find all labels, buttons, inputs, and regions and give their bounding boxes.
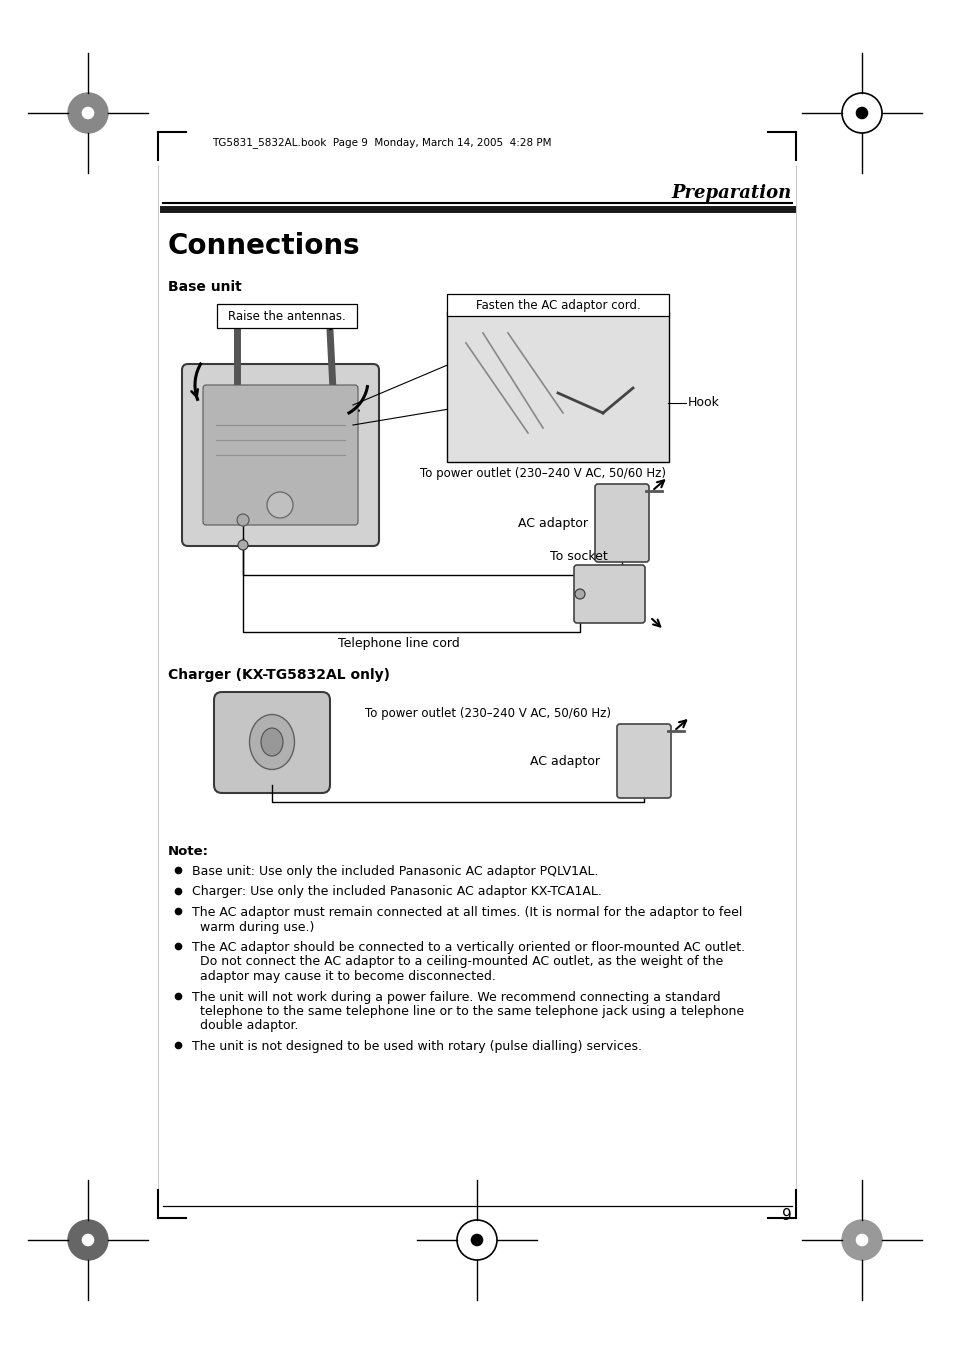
Text: adaptor may cause it to become disconnected.: adaptor may cause it to become disconnec… <box>200 970 496 984</box>
Ellipse shape <box>261 728 283 757</box>
Text: 9: 9 <box>781 1208 791 1223</box>
FancyBboxPatch shape <box>447 312 668 462</box>
Text: warm during use.): warm during use.) <box>200 920 314 934</box>
Circle shape <box>471 1235 482 1246</box>
Text: Telephone line cord: Telephone line cord <box>337 638 459 650</box>
Circle shape <box>237 540 248 550</box>
Circle shape <box>841 93 882 132</box>
Text: Fasten the AC adaptor cord.: Fasten the AC adaptor cord. <box>476 299 639 312</box>
Circle shape <box>267 492 293 517</box>
Text: To power outlet (230–240 V AC, 50/60 Hz): To power outlet (230–240 V AC, 50/60 Hz) <box>419 466 665 480</box>
Text: AC adaptor: AC adaptor <box>530 755 599 769</box>
FancyBboxPatch shape <box>574 565 644 623</box>
FancyBboxPatch shape <box>617 724 670 798</box>
Text: Do not connect the AC adaptor to a ceiling-mounted AC outlet, as the weight of t: Do not connect the AC adaptor to a ceili… <box>200 955 722 969</box>
Text: double adaptor.: double adaptor. <box>200 1020 298 1032</box>
FancyBboxPatch shape <box>595 484 648 562</box>
FancyBboxPatch shape <box>182 363 378 546</box>
Circle shape <box>82 1235 93 1246</box>
Circle shape <box>82 107 93 119</box>
Text: Connections: Connections <box>168 232 360 259</box>
Circle shape <box>575 589 584 598</box>
Circle shape <box>856 1235 866 1246</box>
Text: Base unit: Base unit <box>168 280 241 295</box>
Ellipse shape <box>250 715 294 770</box>
Text: The unit is not designed to be used with rotary (pulse dialling) services.: The unit is not designed to be used with… <box>192 1040 641 1052</box>
FancyBboxPatch shape <box>447 295 668 316</box>
FancyBboxPatch shape <box>213 692 330 793</box>
Circle shape <box>856 107 866 119</box>
Text: Raise the antennas.: Raise the antennas. <box>228 309 346 323</box>
Text: Note:: Note: <box>168 844 209 858</box>
Circle shape <box>841 1220 882 1260</box>
Circle shape <box>68 1220 108 1260</box>
Circle shape <box>68 93 108 132</box>
Text: To power outlet (230–240 V AC, 50/60 Hz): To power outlet (230–240 V AC, 50/60 Hz) <box>365 708 610 720</box>
Text: The AC adaptor should be connected to a vertically oriented or floor-mounted AC : The AC adaptor should be connected to a … <box>192 942 744 954</box>
Text: telephone to the same telephone line or to the same telephone jack using a telep: telephone to the same telephone line or … <box>200 1005 743 1019</box>
Text: TG5831_5832AL.book  Page 9  Monday, March 14, 2005  4:28 PM: TG5831_5832AL.book Page 9 Monday, March … <box>212 138 551 149</box>
Text: The unit will not work during a power failure. We recommend connecting a standar: The unit will not work during a power fa… <box>192 990 720 1004</box>
Text: To socket: To socket <box>550 550 607 563</box>
Text: Base unit: Use only the included Panasonic AC adaptor PQLV1AL.: Base unit: Use only the included Panason… <box>192 865 598 878</box>
Circle shape <box>456 1220 497 1260</box>
Text: The AC adaptor must remain connected at all times. (It is normal for the adaptor: The AC adaptor must remain connected at … <box>192 907 741 919</box>
Circle shape <box>236 513 249 526</box>
FancyBboxPatch shape <box>203 385 357 526</box>
Text: Charger (KX-TG5832AL only): Charger (KX-TG5832AL only) <box>168 667 390 682</box>
Text: Charger: Use only the included Panasonic AC adaptor KX-TCA1AL.: Charger: Use only the included Panasonic… <box>192 885 601 898</box>
Text: Hook: Hook <box>687 396 720 409</box>
FancyBboxPatch shape <box>216 304 356 328</box>
Text: AC adaptor: AC adaptor <box>517 516 587 530</box>
Text: Preparation: Preparation <box>671 184 791 203</box>
